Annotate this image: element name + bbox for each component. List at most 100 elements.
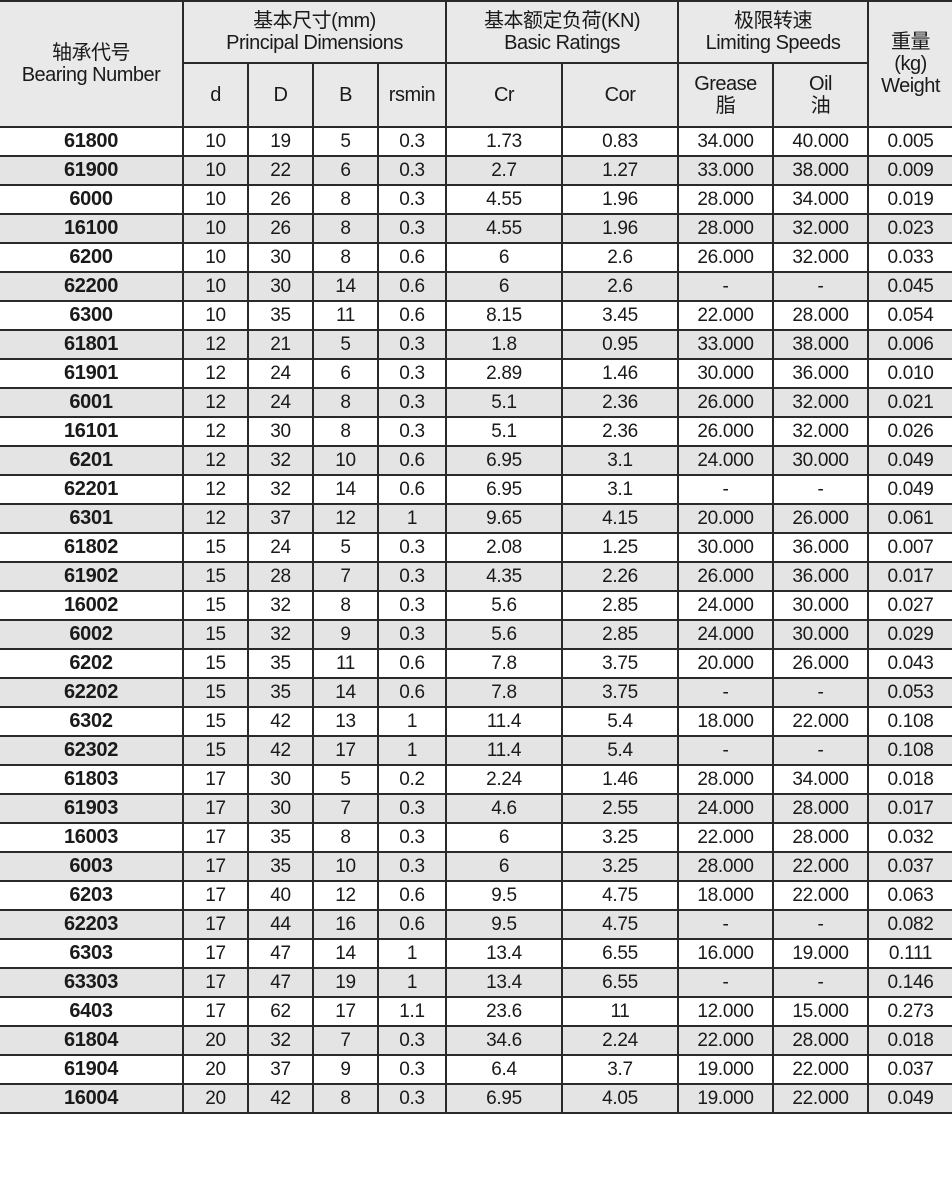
cell-B: 8 (312, 213, 379, 244)
cell-cor: 6.55 (560, 938, 680, 969)
cell-grease-speed: 16.000 (677, 938, 775, 969)
table-row: 61903 17 30 7 0.3 4.6 2.55 24.000 28.000 0.017 (0, 793, 952, 824)
cell-cor: 2.6 (560, 271, 680, 302)
table-row: 6300 10 35 11 0.6 8.15 3.45 22.000 28.000 0.054 (0, 300, 952, 331)
cell-grease-speed: 33.000 (677, 155, 775, 186)
cell-grease-speed: 26.000 (677, 561, 775, 592)
table-row: 6302 15 42 13 1 11.4 5.4 18.000 22.000 0.108 (0, 706, 952, 737)
cell-grease-speed: 22.000 (677, 300, 775, 331)
table-row: 61801 12 21 5 0.3 1.8 0.95 33.000 38.000 0.006 (0, 329, 952, 360)
table-row: 16002 15 32 8 0.3 5.6 2.85 24.000 30.000 0.027 (0, 590, 952, 621)
cell-B: 14 (312, 271, 379, 302)
cell-D: 37 (247, 1054, 314, 1085)
table-row: 62200 10 30 14 0.6 6 2.6- -0.045 (0, 271, 952, 302)
cell-cr: 11.4 (445, 735, 563, 766)
cell-weight: 0.273 (867, 996, 952, 1027)
cell-bearing-number: 6200 (0, 242, 184, 273)
header-B: B (312, 62, 379, 128)
cell-bearing-number: 16101 (0, 416, 184, 447)
cell-D: 24 (247, 358, 314, 389)
cell-cr: 6.95 (445, 1083, 563, 1114)
cell-cor: 3.75 (560, 677, 680, 708)
header-cor: Cor (560, 62, 680, 128)
cell-bearing-number: 6302 (0, 706, 184, 737)
cell-D: 35 (247, 648, 314, 679)
cell-oil-speed: 38.000 (772, 329, 870, 360)
cell-oil-speed: 32.000 (772, 213, 870, 244)
cell-cr: 23.6 (445, 996, 563, 1027)
cell-grease-speed: 22.000 (677, 1025, 775, 1056)
cell-bearing-number: 16002 (0, 590, 184, 621)
cell-cor: 1.25 (560, 532, 680, 563)
cell-D: 47 (247, 938, 314, 969)
cell-bearing-number: 62202 (0, 677, 184, 708)
cell-B: 9 (312, 619, 379, 650)
header-principal-cn: 基本尺寸(mm) (253, 10, 376, 32)
cell-cr: 9.5 (445, 880, 563, 911)
table-row: 16100 10 26 8 0.3 4.55 1.96 28.000 32.000 0.023 (0, 213, 952, 244)
cell-weight: 0.049 (867, 445, 952, 476)
cell-d: 17 (182, 967, 249, 998)
cell-D: 30 (247, 764, 314, 795)
cell-d: 12 (182, 474, 249, 505)
table-row: 16004 20 42 8 0.3 6.95 4.05 19.000 22.000 0.049 (0, 1083, 952, 1114)
cell-D: 24 (247, 532, 314, 563)
cell-grease-speed: - (677, 677, 775, 708)
header-ratings-cn: 基本额定负荷(KN) (483, 10, 641, 32)
cell-oil-speed: 34.000 (772, 184, 870, 215)
cell-B: 14 (312, 474, 379, 505)
cell-d: 15 (182, 677, 249, 708)
cell-weight: 0.009 (867, 155, 952, 186)
cell-oil-speed: 19.000 (772, 938, 870, 969)
cell-rsmin: 0.6 (377, 242, 447, 273)
cell-B: 12 (312, 503, 379, 534)
cell-cor: 4.05 (560, 1083, 680, 1114)
cell-D: 35 (247, 677, 314, 708)
cell-cr: 9.5 (445, 909, 563, 940)
cell-weight: 0.017 (867, 793, 952, 824)
cell-grease-speed: 26.000 (677, 416, 775, 447)
cell-cor: 2.6 (560, 242, 680, 273)
cell-B: 10 (312, 851, 379, 882)
cell-cor: 0.83 (560, 126, 680, 157)
cell-B: 11 (312, 300, 379, 331)
cell-B: 8 (312, 1083, 379, 1114)
cell-weight: 0.021 (867, 387, 952, 418)
cell-D: 30 (247, 271, 314, 302)
cell-cr: 2.08 (445, 532, 563, 563)
cell-bearing-number: 61803 (0, 764, 184, 795)
cell-weight: 0.054 (867, 300, 952, 331)
cell-grease-speed: - (677, 271, 775, 302)
cell-cor: 1.96 (560, 213, 680, 244)
cell-weight: 0.026 (867, 416, 952, 447)
cell-rsmin: 0.3 (377, 126, 447, 157)
cell-cr: 5.1 (445, 387, 563, 418)
cell-grease-speed: 19.000 (677, 1083, 775, 1114)
cell-D: 32 (247, 1025, 314, 1056)
cell-oil-speed: 32.000 (772, 387, 870, 418)
cell-bearing-number: 61802 (0, 532, 184, 563)
cell-weight: 0.061 (867, 503, 952, 534)
cell-grease-speed: 28.000 (677, 184, 775, 215)
cell-d: 10 (182, 300, 249, 331)
cell-D: 32 (247, 474, 314, 505)
cell-oil-speed: - (772, 735, 870, 766)
cell-oil-speed: 30.000 (772, 619, 870, 650)
cell-cor: 4.75 (560, 909, 680, 940)
cell-rsmin: 0.3 (377, 416, 447, 447)
cell-d: 10 (182, 155, 249, 186)
bearing-spec-table: 轴承代号 Bearing Number 基本尺寸(mm) Principal D… (0, 0, 952, 1114)
cell-oil-speed: 28.000 (772, 822, 870, 853)
table-body: 61800 10 19 5 0.3 1.73 0.83 34.000 40.000 0.005 61… (0, 126, 952, 1114)
cell-weight: 0.007 (867, 532, 952, 563)
cell-rsmin: 0.6 (377, 677, 447, 708)
cell-cr: 6.4 (445, 1054, 563, 1085)
cell-rsmin: 0.3 (377, 155, 447, 186)
cell-cr: 8.15 (445, 300, 563, 331)
table-header: 轴承代号 Bearing Number 基本尺寸(mm) Principal D… (0, 0, 952, 128)
table-row: 63303 17 47 19 1 13.4 6.55- -0.146 (0, 967, 952, 998)
cell-oil-speed: 28.000 (772, 1025, 870, 1056)
cell-d: 15 (182, 532, 249, 563)
cell-oil-speed: 26.000 (772, 503, 870, 534)
cell-oil-speed: 32.000 (772, 416, 870, 447)
